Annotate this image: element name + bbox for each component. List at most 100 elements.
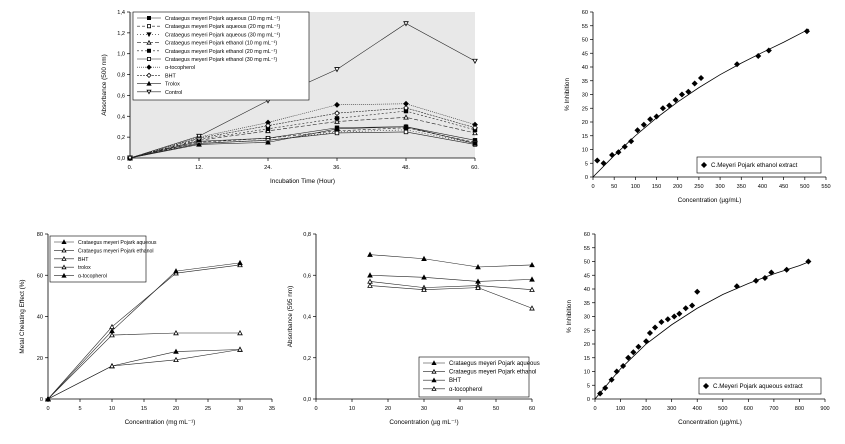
data-point xyxy=(146,64,152,70)
data-point xyxy=(403,114,409,120)
x-tick-label: 450 xyxy=(779,184,788,190)
x-tick-label: 500 xyxy=(800,184,809,190)
data-point xyxy=(676,310,683,317)
series-line xyxy=(47,262,241,400)
data-point xyxy=(431,368,437,374)
data-point xyxy=(691,80,698,87)
x-tick-label: 36. xyxy=(333,165,341,171)
y-tick-label: 35 xyxy=(584,301,590,307)
x-tick-label: 0. xyxy=(128,165,133,171)
legend-label: α-tocopherol xyxy=(449,387,483,393)
x-tick-label: 12. xyxy=(195,165,203,171)
series-line xyxy=(47,349,241,400)
data-point xyxy=(421,286,427,292)
data-point xyxy=(237,259,243,266)
y-tick-label: 40 xyxy=(584,287,590,293)
x-axis-title: Incubation Time (Hour) xyxy=(270,178,335,185)
y-tick-label: 0,2 xyxy=(117,135,125,141)
data-point xyxy=(146,24,151,29)
y-tick-label: 0 xyxy=(587,397,590,403)
x-tick-label: 0 xyxy=(593,406,596,412)
chart-4: 0 10 20 30 40 50 60 0,0 0,2 0,4 0,6 0,8 Concentratio… xyxy=(287,232,540,426)
data-point xyxy=(146,72,152,79)
legend-label: Crataegus meyeri Pojark ethanol (10 mg m… xyxy=(165,41,277,47)
data-point xyxy=(265,139,271,145)
x-tick-label: 5 xyxy=(78,406,81,412)
y-tick-label: 30 xyxy=(582,93,588,99)
x-tick-label: 50 xyxy=(493,406,499,412)
series-line xyxy=(369,254,533,268)
x-tick-label: 300 xyxy=(715,184,724,190)
x-tick-label: 200 xyxy=(641,406,650,412)
series-line xyxy=(369,285,533,309)
y-tick-label: 0,8 xyxy=(117,73,125,79)
data-point xyxy=(334,67,340,73)
x-axis-title: Concentration (µg mL⁻¹) xyxy=(389,419,458,426)
data-point xyxy=(61,247,67,253)
data-point xyxy=(682,305,689,312)
series-line xyxy=(129,117,476,159)
data-point xyxy=(803,28,810,35)
data-point xyxy=(694,288,701,295)
legend-label: Crataegus meyeri Pojark ethanol xyxy=(449,370,536,376)
y-tick-label: 10 xyxy=(582,148,588,154)
y-tick-label: 15 xyxy=(582,134,588,140)
x-tick-label: 10 xyxy=(349,406,355,412)
data-point xyxy=(431,360,437,366)
series-line xyxy=(47,332,240,400)
data-point xyxy=(334,125,340,132)
y-tick-label: 1,0 xyxy=(117,52,125,58)
x-tick-label: 20 xyxy=(385,406,391,412)
y-axis-title: Metal Chelating Effect (%) xyxy=(19,279,26,353)
data-point xyxy=(173,268,179,274)
data-point xyxy=(625,354,632,361)
x-tick-label: 48. xyxy=(402,165,410,171)
x-tick-label: 250 xyxy=(694,184,703,190)
data-point xyxy=(367,272,373,278)
y-tick-label: 20 xyxy=(584,342,590,348)
data-point xyxy=(613,368,620,375)
data-point xyxy=(702,382,710,390)
data-point xyxy=(146,57,151,62)
y-tick-label: 80 xyxy=(37,232,43,238)
y-tick-label: 10 xyxy=(584,370,590,376)
data-point xyxy=(367,282,373,288)
series-line xyxy=(129,127,476,159)
y-tick-label: 60 xyxy=(582,10,588,16)
data-point xyxy=(659,105,666,112)
legend-label: BHT xyxy=(165,73,176,79)
data-point xyxy=(109,327,115,334)
y-tick-label: 0,8 xyxy=(303,232,311,238)
x-tick-label: 24. xyxy=(264,165,272,171)
series-line xyxy=(129,126,476,159)
data-point xyxy=(652,324,659,331)
data-point xyxy=(734,61,741,68)
x-tick-label: 350 xyxy=(737,184,746,190)
legend-label: Crataegus meyeri Pojark ethanol (20 mg m… xyxy=(165,49,277,55)
series-line xyxy=(129,131,476,159)
data-point xyxy=(421,274,427,280)
legend-label: Crataegus meyeri Pojark aqueous xyxy=(449,361,540,367)
legend-box xyxy=(698,377,822,395)
legend-label: Crataegus meyeri Pojark aqueous xyxy=(78,240,157,246)
x-tick-label: 900 xyxy=(820,406,829,412)
x-axis-title: Concentration (µg/mL) xyxy=(678,197,742,204)
y-tick-label: 1,4 xyxy=(117,10,125,16)
y-tick-label: 20 xyxy=(582,120,588,126)
data-point xyxy=(635,343,642,350)
data-point xyxy=(765,47,772,54)
x-tick-label: 300 xyxy=(667,406,676,412)
y-tick-label: 0,6 xyxy=(117,93,125,99)
y-tick-label: 25 xyxy=(582,106,588,112)
y-tick-label: 55 xyxy=(582,24,588,30)
y-tick-label: 0,0 xyxy=(303,397,311,403)
x-tick-label: 60. xyxy=(471,165,479,171)
y-tick-label: 25 xyxy=(584,328,590,334)
data-point xyxy=(403,129,409,135)
legend-box xyxy=(696,156,822,174)
y-tick-label: 0,2 xyxy=(303,356,311,362)
x-tick-label: 800 xyxy=(795,406,804,412)
data-point xyxy=(609,151,616,159)
data-point xyxy=(640,121,647,128)
data-point xyxy=(472,129,478,136)
